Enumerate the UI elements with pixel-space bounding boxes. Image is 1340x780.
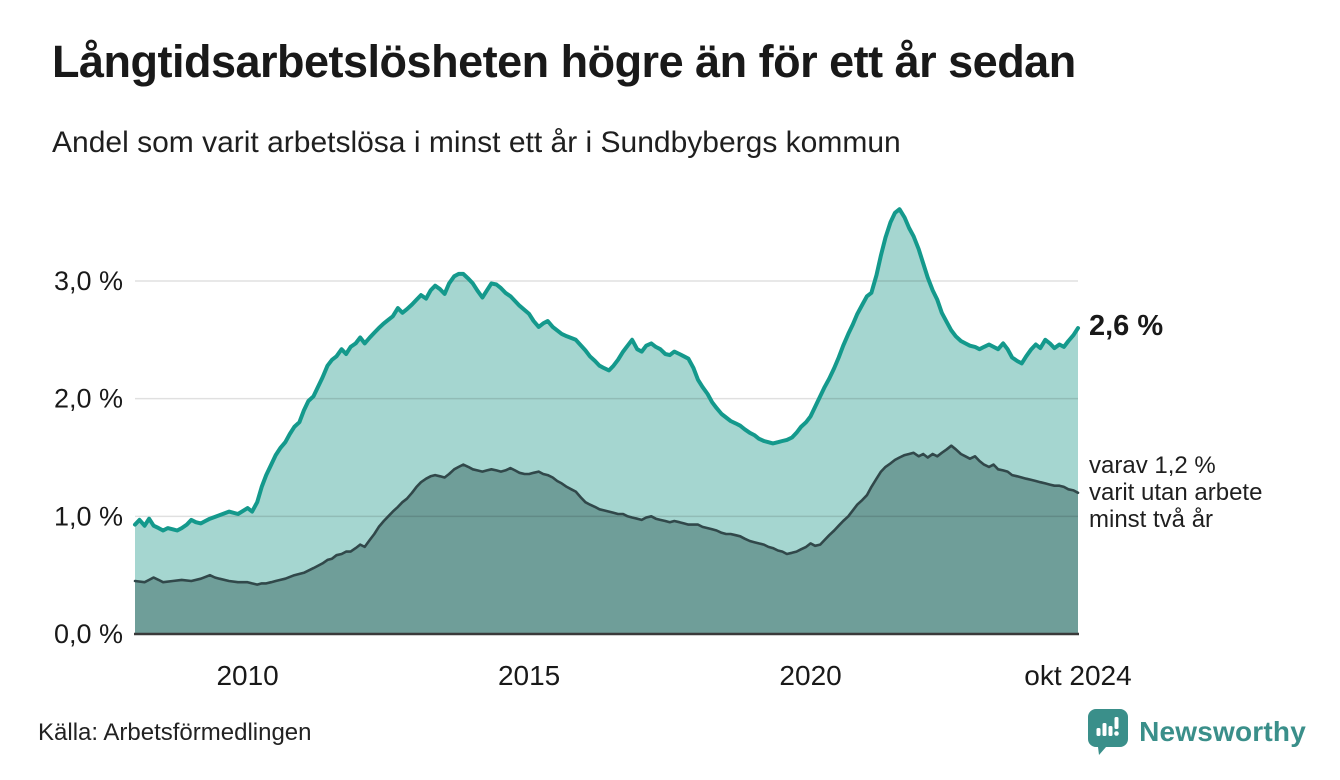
- brand-name: Newsworthy: [1139, 716, 1306, 747]
- y-axis-tick-label: 1,0 %: [54, 501, 123, 531]
- two-year-annotation-line: varit utan arbete: [1089, 478, 1263, 506]
- source-note: Källa: Arbetsförmedlingen: [38, 719, 312, 746]
- two-year-annotation: varav 1,2 % varit utan arbete minst två år: [1089, 452, 1262, 533]
- two-year-line: [133, 444, 1080, 586]
- page-title: Långtidsarbetslösheten högre än för ett …: [52, 36, 1076, 87]
- x-axis-tick-label: 2010: [216, 660, 278, 691]
- page-subtitle: Andel som varit arbetslösa i minst ett å…: [52, 126, 901, 159]
- x-axis-tick-label: 2015: [498, 660, 560, 691]
- two-year-area-fill: [135, 445, 1078, 634]
- y-axis-tick-label: 2,0 %: [54, 384, 123, 414]
- total-line: [133, 207, 1080, 533]
- x-axis-tick-label: 2020: [779, 660, 841, 691]
- two-year-annotation-line: varav 1,2 %: [1089, 451, 1216, 479]
- two-year-annotation-line: minst två år: [1089, 505, 1214, 533]
- x-axis-tick-label: okt 2024: [1024, 660, 1131, 691]
- newsworthy-logo: Newsworthy: [1087, 708, 1306, 756]
- bar-chart-speech-bubble-icon: [1088, 709, 1129, 755]
- y-axis-tick-label: 3,0 %: [54, 266, 123, 296]
- y-axis-tick-label: 0,0 %: [54, 619, 123, 649]
- latest-value-label: 2,6 %: [1089, 310, 1164, 343]
